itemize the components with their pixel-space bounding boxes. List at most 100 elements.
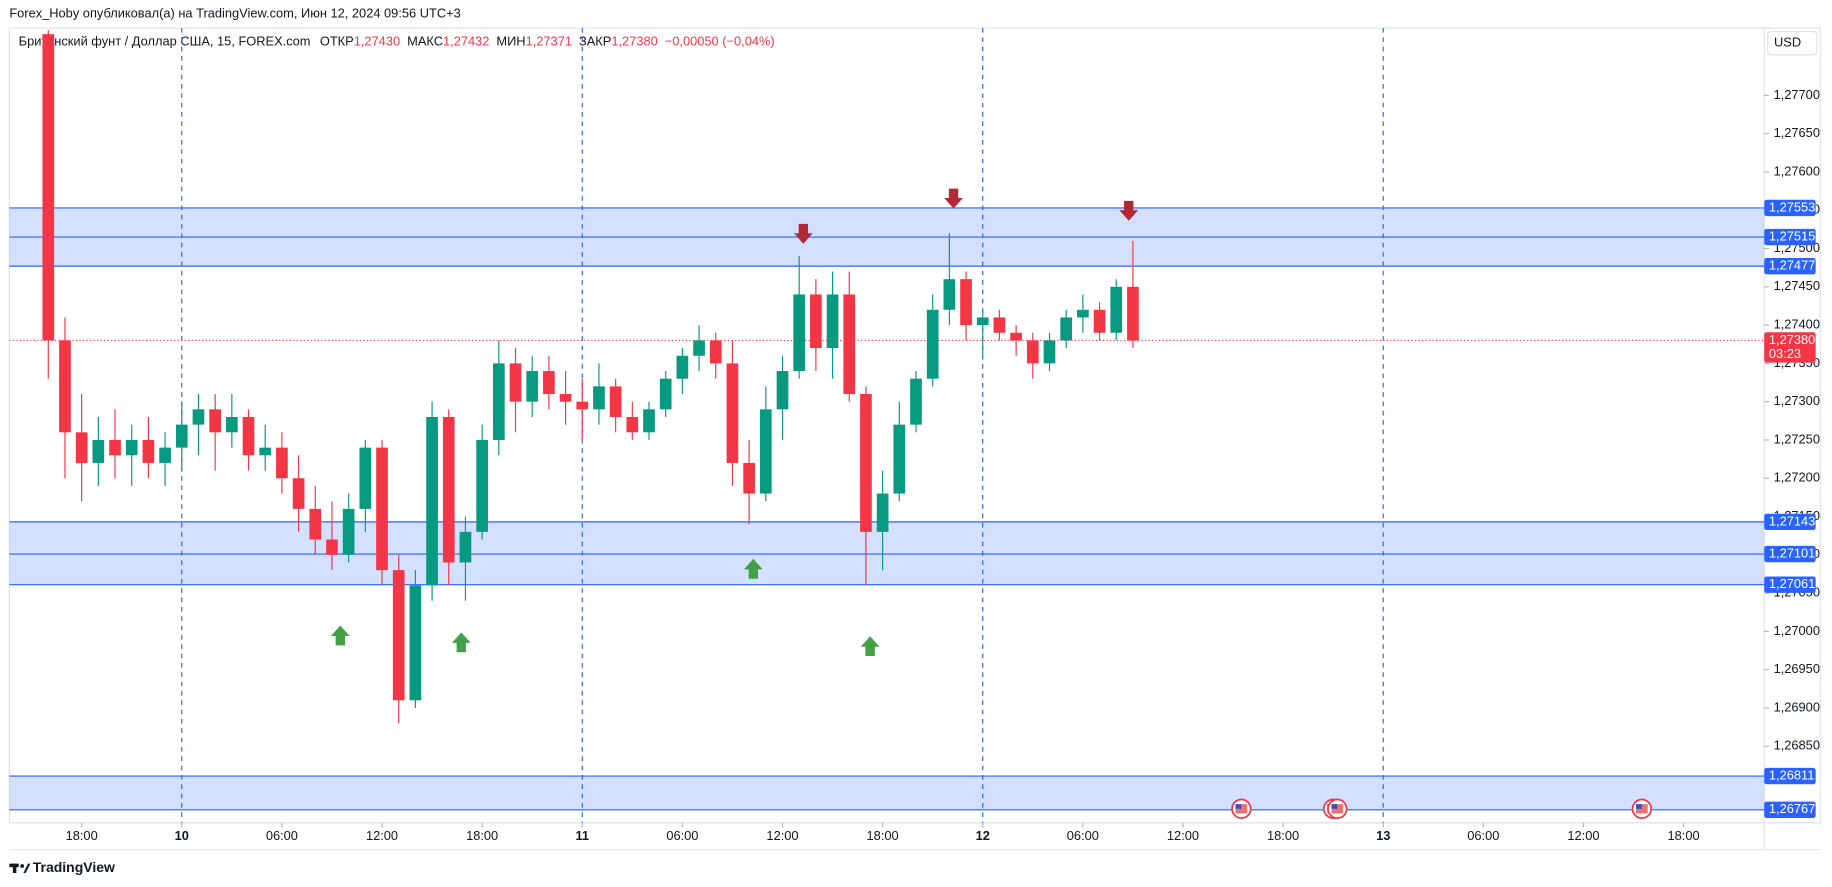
- candle-body: [943, 279, 956, 310]
- candle-body: [225, 416, 238, 433]
- signal-arrow: [743, 558, 763, 579]
- event-icon[interactable]: [1231, 798, 1252, 820]
- candle-body: [976, 317, 989, 326]
- ohlc-value: 1,27371: [526, 33, 572, 48]
- candle-body: [559, 394, 572, 402]
- x-tick-label: 06:00: [666, 828, 698, 843]
- candle-body: [893, 424, 906, 494]
- candle-body: [1043, 340, 1056, 364]
- ohlc-label: МАКС: [407, 33, 443, 48]
- y-tick-label: 1,27600: [1774, 163, 1820, 178]
- candle-body: [92, 439, 105, 463]
- zones: [9, 207, 1765, 811]
- level-price-label: 1,27553: [1769, 199, 1815, 214]
- logo-part: [20, 864, 25, 868]
- candle-body: [910, 378, 922, 425]
- signal-arrow: [944, 188, 963, 209]
- ohlc-label: ЗАКР: [579, 33, 611, 48]
- candle-body: [743, 462, 755, 494]
- publisher-text: Forex_Hoby опубликовал(а) на TradingView…: [9, 5, 460, 20]
- level-price-label: 1,27061: [1769, 576, 1815, 591]
- event-flag-canton: [1235, 804, 1242, 809]
- event-icon[interactable]: [1327, 798, 1348, 820]
- candle-body: [810, 294, 822, 349]
- candle-body: [459, 531, 472, 563]
- signal-arrow: [860, 636, 880, 657]
- level-price-label-box: [1764, 228, 1816, 246]
- candle-body: [392, 570, 405, 701]
- candle-body: [543, 371, 555, 395]
- ohlc-value: 1,27380: [611, 33, 657, 48]
- candle-body: [442, 416, 455, 563]
- candle-body: [1077, 309, 1089, 318]
- last-price-label-countdown: 03:23: [1769, 346, 1801, 361]
- candle-body: [276, 447, 288, 479]
- candle-body: [709, 340, 722, 364]
- y-tick-label: 1,26950: [1774, 661, 1820, 676]
- currency-label[interactable]: USD: [1774, 35, 1801, 50]
- y-tick-label: 1,27650: [1774, 125, 1820, 140]
- x-tick-label: 12:00: [1567, 828, 1599, 843]
- level-price-label-box: [1764, 545, 1816, 563]
- brand-logo: [9, 863, 31, 873]
- candle-body: [159, 447, 171, 463]
- last-price-label: 1,27380: [1769, 332, 1815, 347]
- level-price-label: 1,26767: [1769, 801, 1815, 816]
- y-tick-label: 1,27450: [1774, 278, 1820, 293]
- level-price-label-box: [1764, 257, 1816, 275]
- x-tick-label: 18:00: [66, 828, 98, 843]
- candle-body: [593, 386, 605, 410]
- event-icon[interactable]: [1631, 798, 1653, 820]
- ohlc-value: 1,27432: [443, 33, 489, 48]
- candle-body: [109, 439, 121, 456]
- x-tick-label: 18:00: [867, 828, 899, 843]
- x-tick-label: 06:00: [1067, 828, 1099, 843]
- candle-body: [693, 340, 705, 356]
- x-tick-label: 18:00: [466, 828, 498, 843]
- candle-body: [259, 447, 272, 456]
- candle-body: [326, 539, 338, 555]
- candle-body: [476, 439, 488, 532]
- candle-body: [409, 585, 422, 701]
- candle-body: [843, 294, 856, 395]
- candle-body: [426, 416, 438, 586]
- level-price-label: 1,26811: [1769, 767, 1814, 782]
- event-flag-canton: [1636, 804, 1642, 809]
- level-price-label-box: [1764, 199, 1816, 217]
- candle-body: [759, 409, 772, 494]
- candle-body: [776, 371, 789, 410]
- currency-button[interactable]: [1767, 30, 1818, 56]
- candle-body: [626, 416, 639, 433]
- x-tick-label: 18:00: [1668, 828, 1700, 843]
- candle-body: [175, 424, 188, 448]
- candle-body: [75, 432, 88, 463]
- candle-body: [609, 386, 622, 417]
- candle-body: [1026, 340, 1039, 364]
- candle-body: [526, 371, 539, 402]
- x-tick-label: 06:00: [266, 828, 298, 843]
- candle-body: [1010, 332, 1022, 341]
- x-tick-label: 12:00: [366, 828, 398, 843]
- level-price-label-box: [1764, 576, 1816, 593]
- logo-part: [23, 863, 31, 873]
- candle-body: [726, 363, 739, 463]
- candle-body: [793, 294, 806, 372]
- y-tick-label: 1,27250: [1774, 431, 1820, 446]
- candle-body: [1093, 309, 1106, 333]
- event-flag-canton: [1331, 804, 1338, 809]
- level-price-label: 1,27515: [1769, 228, 1815, 243]
- candles: [42, 30, 1139, 724]
- level-price-label-box: [1764, 767, 1816, 785]
- signal-arrow: [330, 625, 350, 646]
- symbol-legend: Британский фунт / Доллар США, 15, FOREX.…: [19, 33, 311, 48]
- x-tick-label: 18:00: [1267, 828, 1299, 843]
- logo-part: [12, 863, 17, 873]
- level-price-label: 1,27477: [1769, 258, 1815, 273]
- candle-body: [492, 363, 505, 440]
- candle-body: [125, 439, 138, 456]
- candle-body: [509, 363, 522, 402]
- zone-fill: [9, 776, 1765, 810]
- y-tick-label: 1,27700: [1774, 87, 1820, 102]
- candle-body: [1060, 317, 1073, 341]
